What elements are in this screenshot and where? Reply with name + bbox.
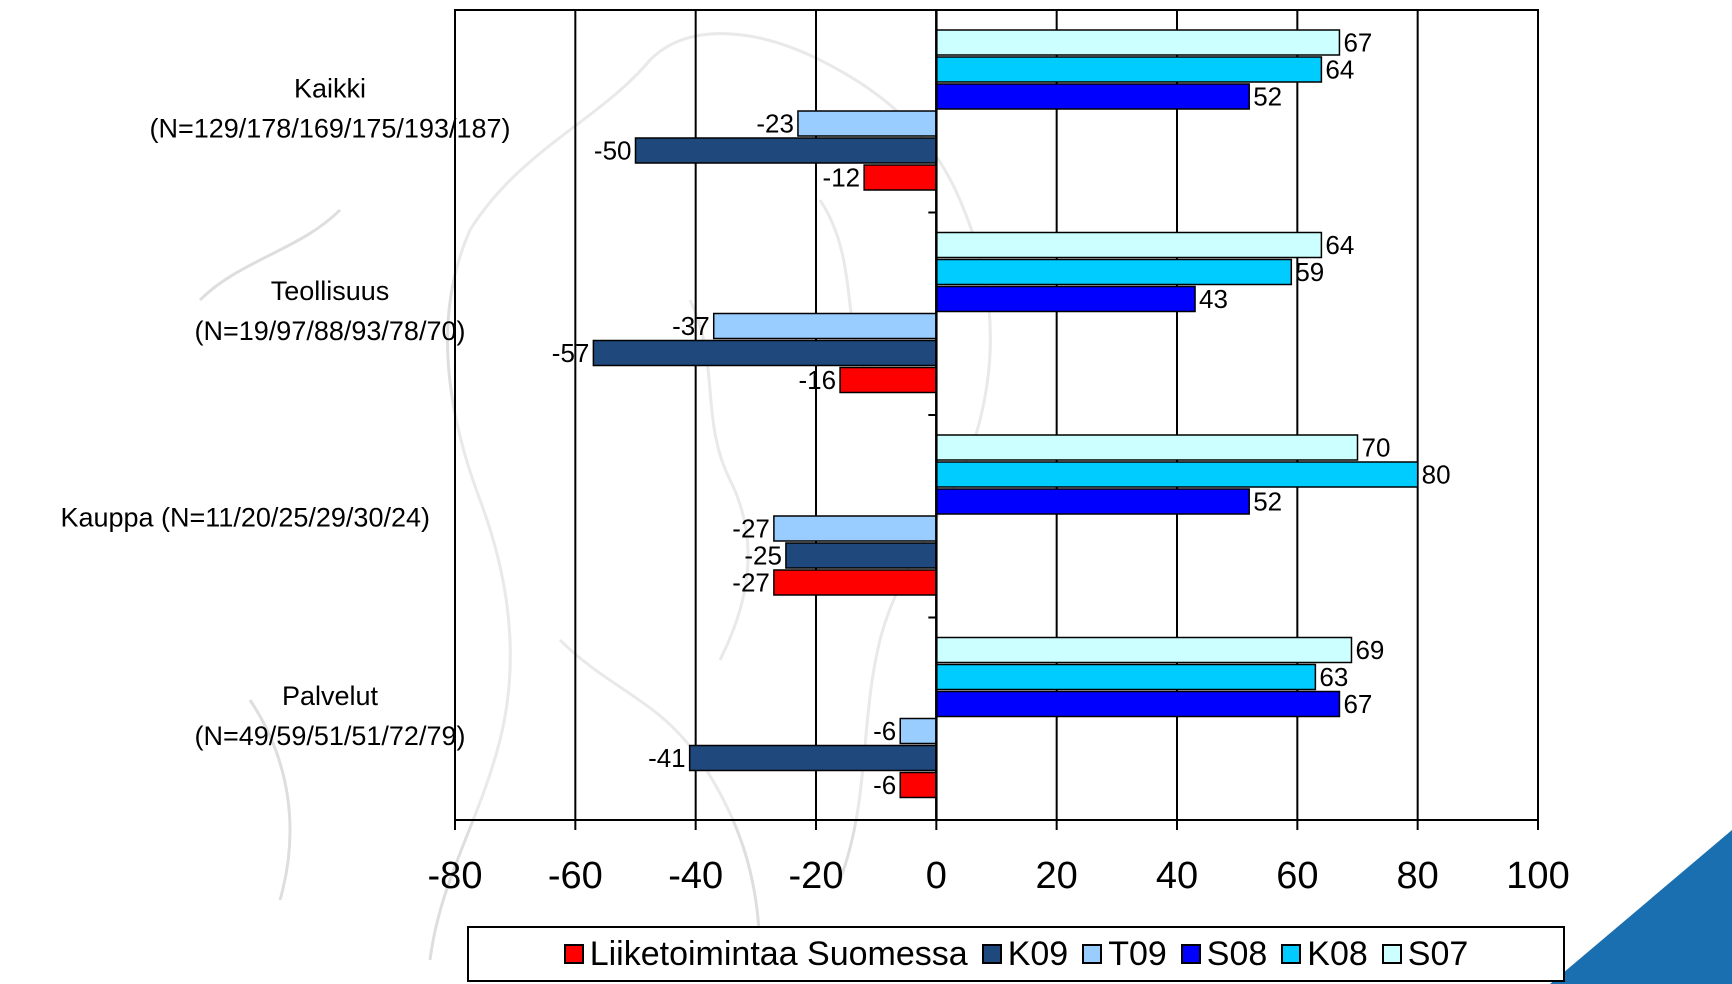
category-label: Teollisuus — [271, 276, 390, 306]
bar-k08 — [935, 56, 1323, 83]
x-tick-label: 40 — [1156, 855, 1198, 897]
axes: -80 -60 -40 -20 0 20 40 60 80 100 — [428, 10, 1570, 897]
bar-k08 — [935, 461, 1419, 488]
bar-s08 — [935, 690, 1341, 718]
bar-k09 — [785, 542, 938, 569]
x-tick-label: 100 — [1506, 855, 1569, 897]
data-label: 67 — [1343, 689, 1372, 719]
data-label: 67 — [1343, 28, 1372, 58]
x-tick-label: -40 — [668, 855, 723, 897]
legend-swatch — [1180, 944, 1201, 964]
legend-swatch — [563, 944, 584, 964]
legend-item: S08 — [1180, 934, 1268, 974]
legend: Liiketoimintaa Suomessa K09 T09 S08 K08 S07 — [467, 926, 1565, 982]
bar-s07 — [935, 636, 1353, 664]
category-sublabel: (N=19/97/88/93/78/70) — [195, 316, 466, 346]
legend-label: S07 — [1407, 934, 1469, 973]
x-tick-label: 0 — [926, 855, 947, 897]
legend-swatch — [1281, 944, 1302, 964]
x-tick-label: 80 — [1397, 855, 1439, 897]
legend-item: T09 — [1082, 935, 1167, 974]
bar-liiketoimintaa-suomessa — [839, 366, 938, 394]
category-labels: Kaikki (N=129/178/169/175/193/187) Teollis… — [60, 73, 510, 751]
bar-k09 — [634, 137, 938, 164]
data-label: -25 — [744, 541, 782, 571]
bar-t09 — [899, 717, 938, 745]
data-label: -27 — [732, 568, 770, 598]
data-label: -50 — [594, 136, 632, 166]
data-label: 69 — [1355, 635, 1384, 665]
bar-s07 — [935, 434, 1359, 461]
bar-s08 — [935, 285, 1196, 313]
legend-item: K09 — [981, 934, 1069, 974]
x-tick-label: -60 — [548, 855, 603, 897]
legend-swatch — [1082, 944, 1103, 964]
x-tick-label: -80 — [428, 855, 483, 897]
category-label: Palvelut — [282, 681, 379, 711]
data-label: 43 — [1199, 284, 1228, 314]
data-label: -27 — [732, 514, 770, 544]
bar-liiketoimintaa-suomessa — [773, 569, 938, 596]
category-label: Kauppa (N=11/20/25/29/30/24) — [60, 502, 430, 532]
data-label: 59 — [1295, 257, 1324, 287]
x-tick-label: -20 — [789, 855, 844, 897]
data-label: -6 — [873, 770, 896, 800]
category-label: Kaikki — [294, 73, 366, 103]
legend-swatch — [1381, 944, 1402, 964]
data-label: -23 — [756, 109, 794, 139]
legend-item: Liiketoimintaa Suomessa — [563, 934, 968, 974]
data-label: 64 — [1325, 230, 1354, 260]
bar-k08 — [935, 258, 1293, 286]
bar-k09 — [592, 339, 938, 367]
legend-swatch — [981, 944, 1002, 964]
category-sublabel: (N=129/178/169/175/193/187) — [149, 113, 510, 143]
data-label: -41 — [648, 743, 686, 773]
data-label: 63 — [1319, 662, 1348, 692]
data-label: 80 — [1422, 460, 1451, 490]
legend-label: Liiketoimintaa Suomessa — [589, 934, 968, 973]
legend-label: K08 — [1307, 934, 1368, 973]
data-label: 52 — [1253, 487, 1282, 517]
bar-liiketoimintaa-suomessa — [899, 771, 938, 799]
legend-item: S07 — [1381, 934, 1469, 974]
data-label: -16 — [798, 365, 836, 395]
bar-liiketoimintaa-suomessa — [863, 164, 938, 191]
category-sublabel: (N=49/59/51/51/72/79) — [195, 721, 466, 751]
bar-t09 — [773, 515, 938, 542]
bar-k09 — [688, 744, 938, 772]
bar-s07 — [935, 29, 1341, 56]
data-label: 52 — [1253, 82, 1282, 112]
data-labels: 676452-23-50-12645943-37-57-16708052-27-… — [552, 28, 1451, 801]
data-label: -37 — [672, 311, 710, 341]
legend-label: S08 — [1206, 934, 1268, 973]
data-label: 70 — [1362, 433, 1391, 463]
bar-s08 — [935, 83, 1250, 110]
legend-label: T09 — [1108, 934, 1167, 973]
bar-k08 — [935, 663, 1317, 691]
legend-label: K09 — [1007, 934, 1069, 973]
data-label: -57 — [552, 338, 590, 368]
bar-t09 — [797, 110, 938, 137]
bar-s07 — [935, 231, 1323, 259]
legend-item: K08 — [1281, 935, 1368, 974]
data-label: -6 — [873, 716, 896, 746]
bar-t09 — [712, 312, 938, 340]
data-label: 64 — [1325, 55, 1354, 85]
bars — [592, 29, 1419, 799]
data-label: -12 — [823, 163, 861, 193]
x-tick-label: 20 — [1036, 855, 1078, 897]
bar-s08 — [935, 488, 1250, 515]
x-tick-label: 60 — [1276, 855, 1318, 897]
corner-decoration — [1550, 830, 1732, 984]
